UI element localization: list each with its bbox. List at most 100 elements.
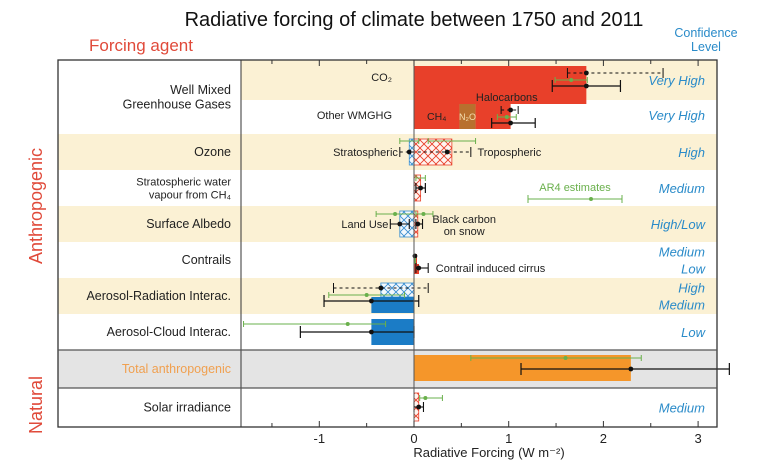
confidence-level: Medium (659, 245, 705, 260)
row-label: vapour from CH₄ (149, 190, 232, 202)
x-tick-label: 3 (694, 431, 701, 446)
best-estimate-point (412, 253, 418, 259)
row-label: Surface Albedo (146, 217, 231, 231)
best-estimate-point (368, 329, 374, 335)
ar4-range (243, 321, 387, 327)
error-bar (491, 118, 536, 128)
ar4-point (393, 212, 398, 216)
best-estimate-point (628, 366, 634, 372)
x-tick-labels: -1 0 1 2 3 (314, 431, 702, 446)
row-band (58, 206, 717, 242)
bar-aerosol-rad (371, 297, 414, 313)
dashed-range (333, 283, 429, 293)
error-bar (399, 147, 472, 157)
best-estimate-point (418, 185, 424, 191)
bar-segment (459, 104, 476, 129)
ar4-range (399, 138, 420, 144)
confidence-header-line1: Confidence (674, 26, 737, 40)
confidence-level: High/Low (651, 217, 707, 232)
forcing-agent-header: Forcing agent (89, 36, 193, 55)
co2-label: CO₂ (371, 72, 392, 84)
confidence-level: High (678, 281, 705, 296)
row-label: Solar irradiance (143, 401, 231, 415)
chart-title: Radiative forcing of climate between 175… (185, 9, 644, 31)
best-estimate-point (583, 70, 589, 76)
row-label: Ozone (194, 145, 231, 159)
best-estimate-point (416, 265, 422, 271)
row-band (58, 170, 717, 206)
best-estimate-point (508, 120, 513, 126)
confidence-level: Low (681, 325, 706, 340)
ar4-point (421, 212, 426, 216)
confidence-header-line2: Level (691, 40, 721, 54)
land-use-label: Land Use (341, 219, 388, 231)
row-band (58, 388, 717, 427)
ar4-point (364, 293, 369, 297)
best-estimate-point (416, 404, 422, 410)
bar-contrail-cirrus (414, 264, 419, 274)
bar-segment (414, 104, 460, 129)
row-label: Aerosol-Cloud Interac. (107, 325, 231, 339)
ar4-point (569, 78, 574, 82)
ar4-range (470, 355, 642, 361)
best-estimate-point (415, 221, 421, 227)
best-estimate-point (378, 285, 384, 291)
bar-co2 (414, 66, 587, 104)
group-label-natural: Natural (26, 376, 46, 434)
best-estimate-point (406, 149, 412, 155)
ar4-point (345, 322, 350, 326)
contrail-cirrus-label: Contrail induced cirrus (436, 263, 546, 275)
black-carbon-label: on snow (444, 226, 485, 238)
x-tick-label: 1 (505, 431, 512, 446)
other-wmghg-label: Other WMGHG (317, 110, 392, 122)
plot-border (57, 59, 718, 428)
error-bar (520, 363, 730, 375)
ar4-point (563, 356, 568, 360)
halocarbons-label: Halocarbons (476, 92, 538, 104)
best-estimate-point (397, 221, 403, 227)
row-label: Aerosol-Radiation Interac. (86, 289, 231, 303)
ar4-point (423, 396, 428, 400)
row-marks (243, 319, 415, 345)
ar4-legend-errorbar (527, 195, 623, 203)
row-label: Well Mixed (170, 83, 231, 97)
confidence-level: Medium (659, 401, 705, 416)
best-estimate-point (508, 107, 513, 113)
segment-label: CH₄ (427, 111, 446, 123)
row-label: Total anthropogenic (122, 362, 231, 376)
tropospheric-label: Tropospheric (477, 147, 541, 159)
stratospheric-label: Stratospheric (333, 147, 398, 159)
row-band (58, 134, 717, 170)
best-estimate-point (368, 298, 374, 304)
x-tick-label: -1 (314, 431, 326, 446)
row-marks (414, 355, 730, 381)
x-tick-label: 2 (600, 431, 607, 446)
row-label: Stratospheric water (136, 177, 231, 189)
group-label-anthropogenic: Anthropogenic (26, 148, 46, 264)
confidence-level: Very High (648, 73, 705, 88)
confidence-level: Medium (659, 181, 705, 196)
ar4-range (427, 138, 477, 144)
ar4-range (415, 175, 426, 181)
row-marks (413, 174, 426, 202)
row-label: Contrails (182, 253, 231, 267)
x-axis-label: Radiative Forcing (W m⁻²) (413, 445, 564, 460)
row-marks (323, 282, 429, 313)
row-band (58, 242, 717, 278)
confidence-level: Very High (648, 108, 705, 123)
confidence-level: High (678, 145, 705, 160)
confidence-level: Low (681, 262, 706, 277)
confidence-level: Medium (659, 298, 705, 313)
segment-label: N₂O (459, 112, 476, 122)
ar4-point (504, 115, 509, 119)
chart-frame (57, 59, 718, 428)
x-tick-label: 0 (410, 431, 417, 446)
bar-total-anthropogenic (414, 355, 631, 381)
black-carbon-label: Black carbon (432, 214, 496, 226)
row-marks: Contrail induced cirrus (412, 253, 546, 275)
row-label: Greenhouse Gases (123, 97, 231, 111)
